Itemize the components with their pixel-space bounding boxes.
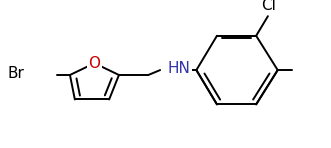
Text: HN: HN: [168, 61, 191, 76]
Text: Br: Br: [8, 66, 25, 81]
Text: Cl: Cl: [261, 0, 276, 13]
Text: O: O: [88, 56, 100, 71]
